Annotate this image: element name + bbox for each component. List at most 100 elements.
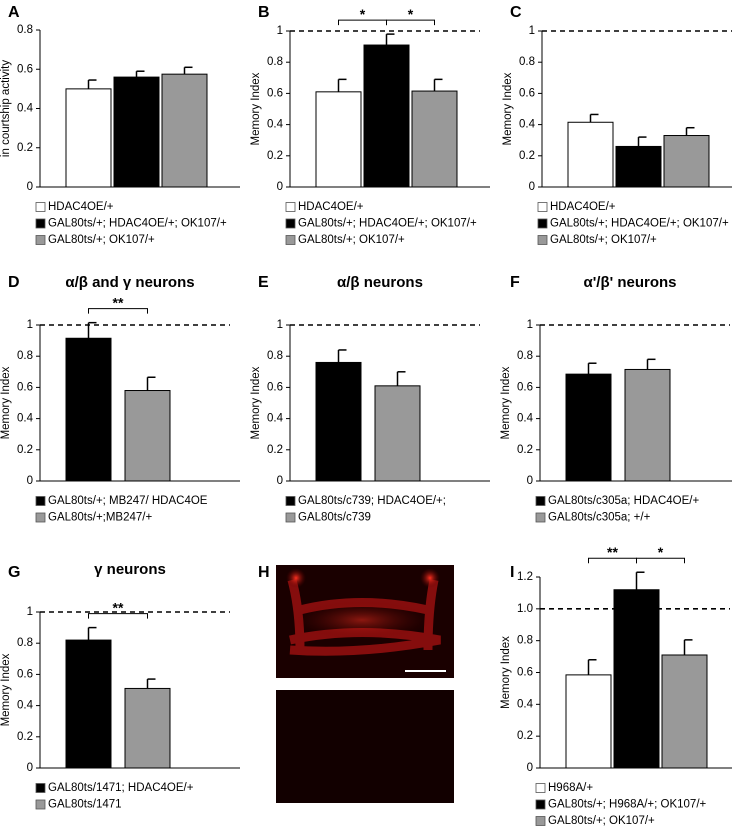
legend-swatch xyxy=(35,783,46,793)
y-tick-label: 0.8 xyxy=(517,350,533,362)
bar xyxy=(161,73,208,188)
bar xyxy=(315,361,362,482)
legend-swatch xyxy=(535,799,546,810)
y-tick-label: 0 xyxy=(277,475,283,487)
chart-title: α/β neurons xyxy=(337,274,423,291)
y-tick-label: 0.2 xyxy=(517,444,533,456)
y-tick-label: 0.6 xyxy=(267,381,283,393)
legend-label: GAL80ts/c305a; +/+ xyxy=(548,512,651,524)
y-tick-label: 0 xyxy=(529,181,535,193)
y-tick-label: 1 xyxy=(277,319,283,331)
y-tick-label: 1 xyxy=(27,319,33,331)
y-axis-label: Memory Index xyxy=(0,653,12,726)
legend-label: GAL80ts/c739 xyxy=(298,512,371,524)
y-tick-label: 0.2 xyxy=(17,142,33,154)
legend-swatch xyxy=(537,202,548,212)
y-tick-label: 1 xyxy=(529,25,535,37)
y-tick-label: 1 xyxy=(527,319,533,331)
y-tick-label: 0.8 xyxy=(519,56,535,68)
legend-swatch xyxy=(35,235,46,245)
legend-swatch xyxy=(285,202,296,212)
y-axis-label: Memory Index xyxy=(500,366,512,439)
y-tick-label: 0.2 xyxy=(267,444,283,456)
legend-label: GAL80ts/1471; HDAC4OE/+ xyxy=(48,782,194,794)
bar xyxy=(65,88,112,188)
significance-bracket xyxy=(88,613,148,619)
y-tick-label: 0.4 xyxy=(267,119,284,131)
legend-swatch xyxy=(537,218,548,229)
panel-label: F xyxy=(510,274,520,291)
y-axis-label: Memory Index xyxy=(250,72,262,145)
y-tick-label: 0.4 xyxy=(17,700,34,712)
y-tick-label: 0.6 xyxy=(17,668,33,680)
y-tick-label: 0.8 xyxy=(17,637,33,649)
significance-label: * xyxy=(658,544,664,560)
bar xyxy=(315,91,362,188)
y-axis-label: Memory Index xyxy=(0,366,12,439)
y-tick-label: 0.6 xyxy=(17,381,33,393)
legend-swatch xyxy=(537,235,548,245)
significance-bracket xyxy=(386,19,435,26)
bar xyxy=(124,687,171,769)
legend-label: GAL80ts/+; OK107/+ xyxy=(550,234,657,246)
panel-label: D xyxy=(8,274,20,291)
bar xyxy=(624,368,671,482)
significance-label: ** xyxy=(607,544,618,560)
legend-label: HDAC4OE/+ xyxy=(298,201,364,213)
panel-label: G xyxy=(8,564,20,581)
legend-swatch xyxy=(35,799,46,810)
y-tick-label: 0.6 xyxy=(267,87,283,99)
y-tick-label: 1 xyxy=(27,606,33,618)
y-tick-label: 0.2 xyxy=(517,730,533,742)
y-tick-label: 0 xyxy=(27,762,33,774)
legend-swatch xyxy=(535,496,546,506)
legend-swatch xyxy=(535,512,546,523)
y-tick-label: 0.2 xyxy=(17,731,33,743)
y-tick-label: 1.0 xyxy=(517,603,533,615)
bar xyxy=(411,90,458,188)
legend-label: GAL80ts/+; H968A/+; OK107/+ xyxy=(548,799,707,811)
y-tick-label: 0.4 xyxy=(17,103,34,115)
panel-label: E xyxy=(258,274,269,291)
y-tick-label: 0.6 xyxy=(517,381,533,393)
legend-label: GAL80ts/1471 xyxy=(48,799,122,811)
panel-label: I xyxy=(510,564,514,581)
bar xyxy=(565,373,612,482)
bar xyxy=(613,589,660,769)
legend-swatch xyxy=(285,218,296,229)
legend-swatch xyxy=(285,496,296,506)
y-tick-label: 0.8 xyxy=(17,24,33,36)
legend-label: HDAC4OE/+ xyxy=(550,201,616,213)
chart-title: α'/β' neurons xyxy=(583,274,676,291)
bar xyxy=(65,639,112,769)
bar xyxy=(374,385,421,482)
bar xyxy=(565,674,612,769)
significance-label: * xyxy=(408,6,414,22)
legend-swatch xyxy=(35,496,46,506)
y-axis-label: in courtship activity xyxy=(0,60,12,157)
y-tick-label: 0.8 xyxy=(17,350,33,362)
y-axis-label: Memory Index xyxy=(250,366,262,439)
y-tick-label: 0 xyxy=(527,762,533,774)
legend-swatch xyxy=(285,235,296,245)
legend-label: GAL80ts/+; MB247/ HDAC4OE xyxy=(48,495,208,507)
legend-swatch xyxy=(285,512,296,523)
bar xyxy=(363,44,410,188)
y-axis-label: Memory Index xyxy=(502,72,514,145)
legend-label: GAL80ts/+;MB247/+ xyxy=(48,512,152,524)
bar xyxy=(65,337,112,482)
legend-label: HDAC4OE/+ xyxy=(48,201,114,213)
y-axis-label: Memory Index xyxy=(500,636,512,709)
legend-label: GAL80ts/c739; HDAC4OE/+; xyxy=(298,495,446,507)
legend-label: GAL80ts/+; OK107/+ xyxy=(298,234,405,246)
panel-label: C xyxy=(510,4,522,21)
bar xyxy=(567,121,614,188)
y-tick-label: 0.6 xyxy=(17,63,33,75)
panel-label: A xyxy=(8,4,20,21)
y-tick-label: 0.4 xyxy=(519,119,536,131)
y-tick-label: 0.4 xyxy=(17,413,34,425)
y-tick-label: 1 xyxy=(277,25,283,37)
y-tick-label: 0 xyxy=(27,181,33,193)
y-tick-label: 0 xyxy=(277,181,283,193)
significance-bracket xyxy=(636,557,685,564)
